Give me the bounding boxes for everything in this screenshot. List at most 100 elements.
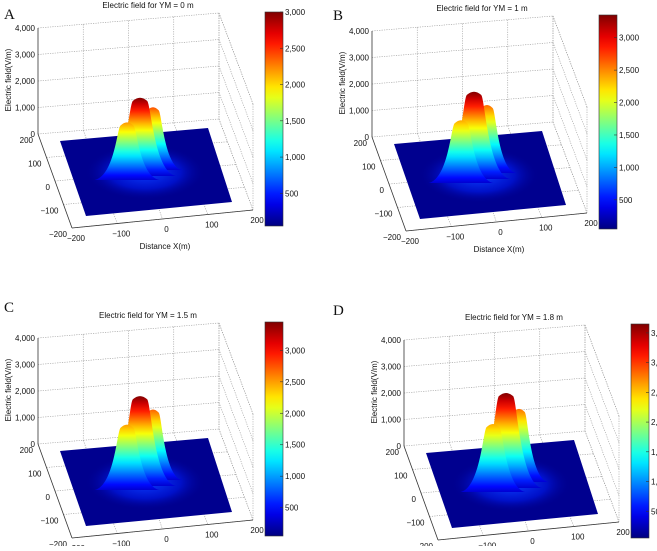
colorbar-tick-label: 3,000 <box>619 34 640 43</box>
y-axis <box>403 445 439 541</box>
x-tick-label: 100 <box>205 221 219 230</box>
y-tick-label: 100 <box>362 163 376 172</box>
colorbar-tick-label: 1,500 <box>285 117 306 126</box>
colorbar-tick-label: 2,000 <box>619 99 640 108</box>
chart-title: Electric field for YM = 0 m <box>102 1 194 10</box>
colorbar-tick-label: 1,000 <box>619 163 640 172</box>
y-tick-label: 0 <box>46 183 51 192</box>
surface-peak-left <box>94 424 160 490</box>
panel-label: D <box>333 303 344 319</box>
colorbar-tick-label: 500 <box>651 507 657 516</box>
z-tick-label: 2,000 <box>349 80 370 89</box>
z-tick-label: 2,000 <box>15 77 36 86</box>
colorbar <box>630 323 650 539</box>
colorbar-tick-label: 2,000 <box>285 409 306 418</box>
z-tick-label: 4,000 <box>15 24 36 33</box>
y-axis <box>371 136 407 232</box>
surface-plot-d: D Electric field for YM = 1.8 m 0 1,000 2,00… <box>333 303 657 551</box>
y-tick-label: 0 <box>380 186 385 195</box>
z-tick-label: 4,000 <box>15 334 36 343</box>
x-axis <box>405 212 588 232</box>
chart-title: Electric field for YM = 1 m <box>436 4 528 13</box>
x-tick-label: −100 <box>112 230 131 239</box>
x-axis <box>71 519 254 539</box>
z-tick-label: 3,000 <box>349 54 370 63</box>
panel-label: A <box>4 7 15 23</box>
x-tick-label: 0 <box>164 225 169 234</box>
x-axis-label: Distance X(m) <box>474 245 525 254</box>
z-tick-label: 3,000 <box>15 361 36 370</box>
x-tick-label: 200 <box>616 528 630 537</box>
surface-peak-left <box>94 122 160 180</box>
y-axis <box>37 443 73 539</box>
surface-plot-c: C Electric field for YM = 1.5 m 0 1,000 2,00… <box>4 300 306 551</box>
z-tick-label: 2,000 <box>381 389 402 398</box>
panel-label: B <box>333 8 343 24</box>
colorbar-tick-label: 500 <box>285 504 299 513</box>
colorbar-tick-label: 2,500 <box>285 378 306 387</box>
z-tick-label: 1,000 <box>15 104 36 113</box>
z-axis-label: Electric field(V/m) <box>4 358 13 421</box>
colorbar-tick-label: 2,500 <box>619 66 640 75</box>
z-tick-label: 0 <box>397 442 402 451</box>
y-tick-label: −200 <box>415 542 434 546</box>
y-tick-label: 0 <box>412 495 417 504</box>
z-tick-label: 4,000 <box>349 27 370 36</box>
y-tick-label: −100 <box>374 210 393 219</box>
x-tick-label: −100 <box>446 233 465 242</box>
z-axis-label: Electric field(V/m) <box>4 48 13 111</box>
z-tick-label: 0 <box>31 130 36 139</box>
chart-title: Electric field for YM = 1.8 m <box>465 313 563 322</box>
colorbar <box>264 321 284 537</box>
z-tick-label: 2,000 <box>15 387 36 396</box>
y-tick-label: 200 <box>354 139 368 148</box>
z-tick-label: 1,000 <box>15 414 36 423</box>
colorbar-tick-label: 1,000 <box>285 153 306 162</box>
x-tick-label: −100 <box>478 542 497 547</box>
colorbar-tick-label: 2,500 <box>285 44 306 53</box>
colorbar-tick-label: 1,000 <box>651 478 657 487</box>
colorbar-tick-label: 2,000 <box>285 81 306 90</box>
colorbar-tick-label: 2,000 <box>651 418 657 427</box>
x-tick-label: 0 <box>530 537 535 546</box>
y-tick-label: 200 <box>386 448 400 457</box>
surface-plot-b: B Electric field for YM = 1 m 0 1,000 2,000 3… <box>333 4 640 254</box>
y-axis <box>37 133 73 229</box>
colorbar-tick-label: 3,500 <box>651 329 657 338</box>
x-tick-label: 100 <box>571 533 585 542</box>
panel-label: C <box>4 300 14 316</box>
colorbar-tick-label: 500 <box>285 189 299 198</box>
y-tick-label: −100 <box>40 517 59 526</box>
surface-peak-left <box>460 424 526 492</box>
colorbar <box>264 11 284 227</box>
x-tick-label: 100 <box>205 531 219 540</box>
surface-plot-a: A Electric field for YM = 0 m 0 1,000 2,000 3… <box>4 1 306 251</box>
colorbar-tick-label: 500 <box>619 196 633 205</box>
colorbar-tick-label: 1,500 <box>651 448 657 457</box>
x-tick-label: 100 <box>539 224 553 233</box>
x-tick-label: 200 <box>584 219 598 228</box>
colorbar-tick-label: 2,500 <box>651 388 657 397</box>
colorbar-tick-label: 3,000 <box>285 8 306 17</box>
y-tick-label: −200 <box>49 540 68 546</box>
z-tick-label: 1,000 <box>381 416 402 425</box>
x-axis <box>437 521 620 541</box>
y-tick-label: 200 <box>20 446 34 455</box>
surface-peak-left <box>428 120 494 183</box>
x-axis <box>71 209 254 229</box>
z-tick-label: 4,000 <box>381 336 402 345</box>
z-tick-label: 0 <box>31 440 36 449</box>
x-tick-label: 200 <box>250 526 264 535</box>
y-tick-label: 0 <box>46 493 51 502</box>
colorbar-tick-label: 1,000 <box>285 472 306 481</box>
y-tick-label: 100 <box>28 160 42 169</box>
x-tick-label: 0 <box>498 228 503 237</box>
colorbar-tick-label: 3,000 <box>651 359 657 368</box>
y-tick-label: 100 <box>394 472 408 481</box>
z-axis-label: Electric field(V/m) <box>338 51 347 114</box>
x-tick-label: −200 <box>67 234 86 243</box>
y-tick-label: −200 <box>49 230 68 239</box>
y-tick-label: −200 <box>383 233 402 242</box>
x-axis-label: Distance X(m) <box>140 242 191 251</box>
